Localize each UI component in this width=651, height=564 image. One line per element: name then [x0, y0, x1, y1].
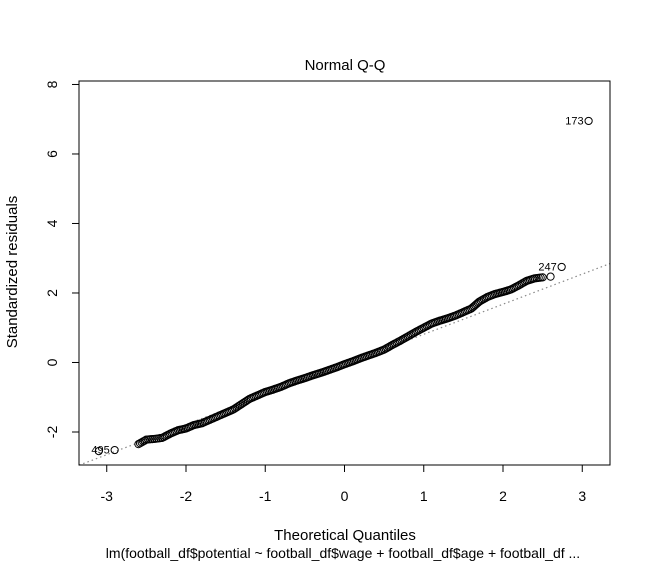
- plot-box: [78, 80, 611, 466]
- y-tick-label: 4: [44, 219, 60, 227]
- data-point: [140, 436, 149, 445]
- points-layer: [94, 116, 593, 456]
- x-tick-label: -2: [180, 488, 193, 504]
- data-point: [584, 116, 593, 126]
- chart-subtitle: lm(football_df$potential ~ football_df$w…: [106, 545, 580, 561]
- y-axis-label: Standardized residuals: [4, 196, 21, 349]
- x-axis-label: Theoretical Quantiles: [274, 527, 416, 544]
- y-tick-label: -2: [44, 426, 60, 439]
- data-point: [94, 447, 103, 456]
- y-tick-label: 2: [44, 289, 60, 297]
- annotations-layer: 173 247 495: [91, 116, 583, 457]
- y-tick-label: 0: [44, 358, 60, 366]
- x-tick-label: -1: [259, 488, 272, 504]
- x-axis: -3 -2 -1 0 1 2 3: [101, 464, 586, 504]
- x-tick-label: 2: [499, 488, 507, 504]
- data-point: [538, 273, 547, 282]
- data-point: [110, 445, 119, 455]
- x-tick-label: 3: [578, 488, 586, 504]
- data-point: [557, 262, 566, 272]
- point-label-247: 247: [538, 261, 556, 273]
- point-label-173: 173: [565, 116, 583, 128]
- data-point: [546, 272, 555, 281]
- point-label-495: 495: [91, 445, 109, 457]
- x-tick-label: 1: [420, 488, 428, 504]
- x-tick-label: 0: [341, 488, 349, 504]
- y-tick-label: 6: [44, 150, 60, 158]
- y-axis: -2 0 2 4 6 8: [44, 80, 80, 439]
- chart-title: Normal Q-Q: [305, 57, 386, 74]
- y-tick-label: 8: [44, 80, 60, 88]
- x-tick-label: -3: [101, 488, 114, 504]
